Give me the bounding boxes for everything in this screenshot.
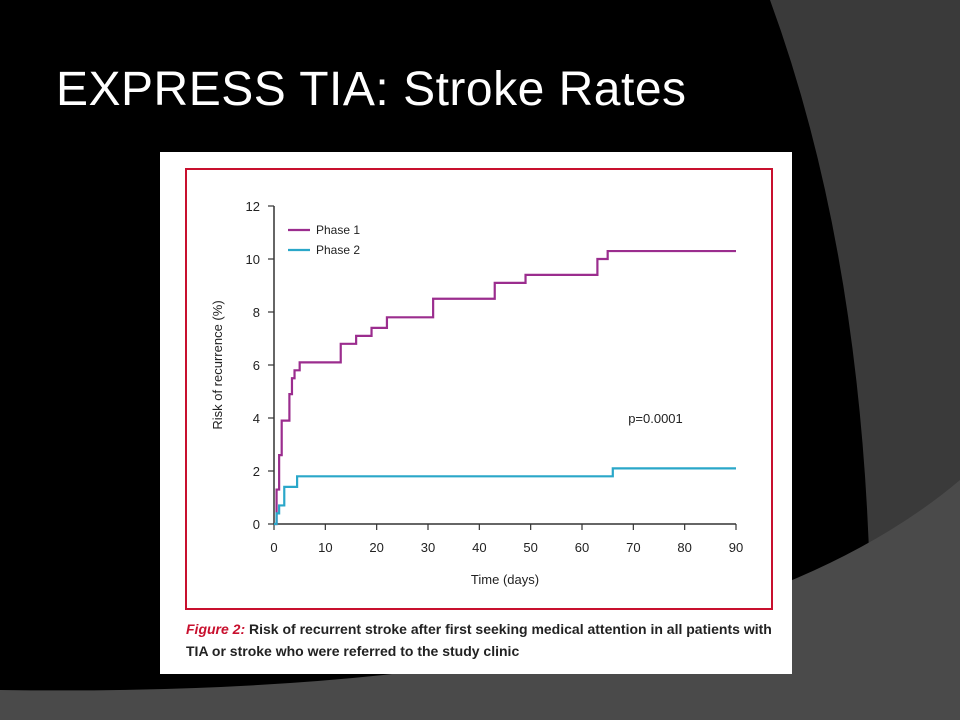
figure-caption: Figure 2: Risk of recurrent stroke after… [186, 618, 776, 662]
x-tick-label: 60 [575, 540, 589, 555]
x-tick-label: 70 [626, 540, 640, 555]
x-tick-label: 80 [677, 540, 691, 555]
y-tick-label: 12 [246, 199, 260, 214]
legend-label-1: Phase 1 [316, 223, 360, 237]
x-tick-label: 50 [523, 540, 537, 555]
figure-border [185, 168, 773, 610]
figure-caption-text: Risk of recurrent stroke after first see… [186, 621, 772, 659]
x-tick-label: 40 [472, 540, 486, 555]
x-axis-label: Time (days) [471, 572, 539, 587]
stroke-risk-chart: 0 2 4 6 8 10 12 0 10 20 30 40 50 60 70 80 90 Time (days) R… [185, 168, 773, 610]
x-tick-label: 0 [270, 540, 277, 555]
x-tick-label: 20 [369, 540, 383, 555]
y-tick-label: 2 [253, 464, 260, 479]
slide-title: EXPRESS TIA: Stroke Rates [56, 63, 687, 116]
x-tick-label: 10 [318, 540, 332, 555]
figure-panel: 0 2 4 6 8 10 12 0 10 20 30 40 50 60 70 80 90 Time (days) R… [160, 152, 792, 674]
series-line-2 [274, 467, 736, 526]
x-tick-label: 90 [729, 540, 743, 555]
x-tick-label: 30 [421, 540, 435, 555]
series-line-1 [274, 249, 736, 526]
figure-caption-label: Figure 2: [186, 621, 246, 637]
y-axis-label: Risk of recurrence (%) [210, 300, 225, 429]
p-value-annotation: p=0.0001 [628, 411, 683, 426]
y-tick-label: 6 [253, 358, 260, 373]
y-tick-label: 8 [253, 305, 260, 320]
y-tick-label: 4 [253, 411, 260, 426]
y-tick-label: 0 [253, 517, 260, 532]
y-tick-label: 10 [246, 252, 260, 267]
legend-label-2: Phase 2 [316, 243, 360, 257]
